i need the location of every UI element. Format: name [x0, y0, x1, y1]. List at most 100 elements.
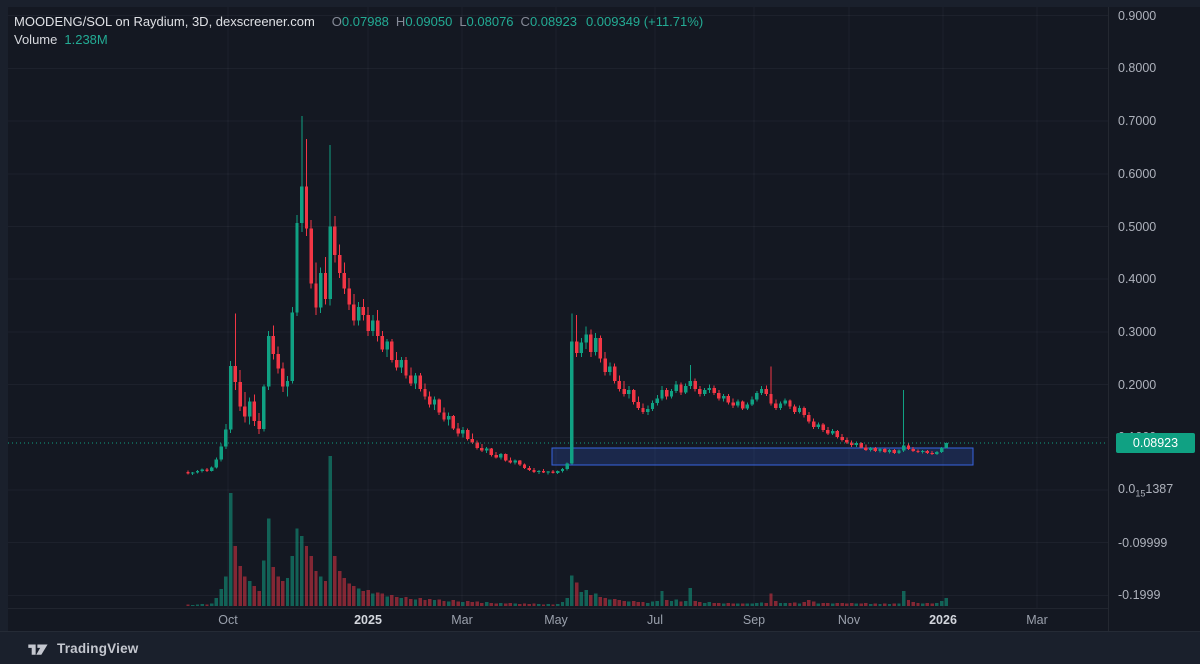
- volume-bar: [247, 580, 252, 606]
- candle-body: [745, 404, 750, 409]
- candle-body: [470, 438, 475, 443]
- volume-bar: [442, 600, 446, 606]
- candle-body: [404, 359, 408, 376]
- volume-bar: [447, 601, 451, 606]
- volume-bar: [811, 601, 816, 606]
- candle-body: [565, 463, 569, 469]
- candle-body: [499, 454, 503, 458]
- close-value: 0.08923: [529, 14, 577, 29]
- candle-body: [224, 429, 228, 447]
- tradingview-brand-text: TradingView: [57, 640, 139, 656]
- volume-bar: [674, 599, 678, 606]
- volume-bar: [409, 598, 413, 606]
- volume-bar: [755, 602, 759, 606]
- candle-body: [944, 442, 949, 448]
- candle-body: [845, 439, 849, 443]
- support-zone-box[interactable]: [551, 447, 974, 466]
- open-value: 0.07988: [341, 14, 389, 29]
- volume-bar: [911, 602, 915, 606]
- candle-body: [693, 380, 697, 389]
- volume-bar: [413, 599, 418, 606]
- candle-body: [247, 401, 252, 417]
- volume-bar: [219, 589, 223, 606]
- candle-body: [205, 469, 209, 472]
- volume-bar: [300, 536, 304, 606]
- volume-bar: [826, 603, 830, 606]
- volume-bar: [944, 598, 949, 606]
- candle-body: [409, 375, 413, 384]
- candle-body: [892, 449, 896, 454]
- volume-bar: [333, 556, 337, 606]
- volume-bar: [655, 600, 659, 606]
- candle-body: [921, 451, 925, 453]
- volume-bar: [593, 593, 598, 606]
- volume-bar: [418, 598, 422, 606]
- volume-label[interactable]: Volume: [14, 32, 58, 47]
- candle-body: [665, 389, 669, 397]
- candle-body: [304, 186, 309, 229]
- volume-bar: [797, 603, 802, 606]
- tradingview-logo-icon: [28, 644, 48, 655]
- price-tick-label: 0.9000: [1118, 8, 1157, 23]
- candle-body: [442, 412, 446, 420]
- open-label: O: [331, 14, 342, 29]
- price-tick-label: -0.1999: [1118, 588, 1161, 603]
- candle-body: [688, 380, 693, 387]
- volume-bar: [650, 601, 655, 606]
- volume-bar: [873, 603, 877, 606]
- candle-body: [375, 320, 380, 337]
- candle-body: [627, 389, 631, 395]
- candle-body: [570, 341, 574, 464]
- volume-bar: [238, 565, 242, 606]
- candle-body: [868, 447, 873, 450]
- volume-bar: [769, 593, 773, 606]
- candle-body: [849, 442, 854, 446]
- candle-body: [764, 388, 768, 395]
- volume-bar: [679, 601, 683, 606]
- volume-bar: [930, 603, 934, 606]
- volume-bar: [669, 600, 674, 606]
- volume-bar: [356, 588, 361, 606]
- volume-bar: [646, 602, 650, 606]
- symbol-title[interactable]: MOODENG/SOL on Raydium, 3D, dexscreener.…: [14, 14, 315, 29]
- volume-bar: [404, 596, 408, 606]
- candle-body: [328, 226, 332, 300]
- volume-bar: [432, 600, 437, 606]
- volume-bar: [579, 591, 584, 606]
- price-chart-canvas[interactable]: [0, 0, 1108, 631]
- volume-bar: [337, 571, 342, 606]
- volume-bar: [342, 578, 347, 606]
- candle-body: [622, 388, 626, 395]
- volume-bar: [627, 601, 631, 606]
- volume-bar: [309, 556, 313, 606]
- price-axis[interactable]: 0.9000 0.8000 0.7000 0.6000 0.5000 0.4000 0.30…: [1108, 7, 1200, 631]
- candle-body: [508, 460, 513, 463]
- candle-body: [532, 469, 536, 473]
- candle-body: [503, 454, 508, 461]
- candle-body: [755, 393, 759, 400]
- candle-body: [769, 394, 773, 404]
- volume-bar: [371, 593, 375, 606]
- price-tick-label: -0.09999: [1118, 535, 1168, 550]
- volume-bar: [921, 603, 925, 606]
- candle-body: [390, 341, 394, 360]
- candle-body: [186, 472, 190, 474]
- volume-bar: [489, 602, 494, 606]
- candle-body: [859, 443, 863, 448]
- candle-body: [930, 453, 934, 455]
- candle-body: [612, 366, 617, 381]
- price-tick-label: 0.5000: [1118, 219, 1157, 234]
- candle-body: [593, 338, 598, 352]
- volume-bar: [665, 600, 669, 606]
- candle-body: [717, 393, 721, 399]
- volume-bar: [584, 589, 588, 606]
- volume-bar: [783, 603, 787, 606]
- candle-body: [707, 387, 712, 390]
- time-axis[interactable]: Oct 2025 Mar May Jul Sep Nov 2026 Mar: [8, 608, 1108, 632]
- volume-bar: [759, 602, 764, 606]
- candle-body: [518, 460, 522, 465]
- volume-bar: [537, 604, 541, 606]
- candle-body: [475, 442, 479, 448]
- candle-body: [551, 471, 555, 474]
- tradingview-link[interactable]: TradingView: [27, 640, 138, 657]
